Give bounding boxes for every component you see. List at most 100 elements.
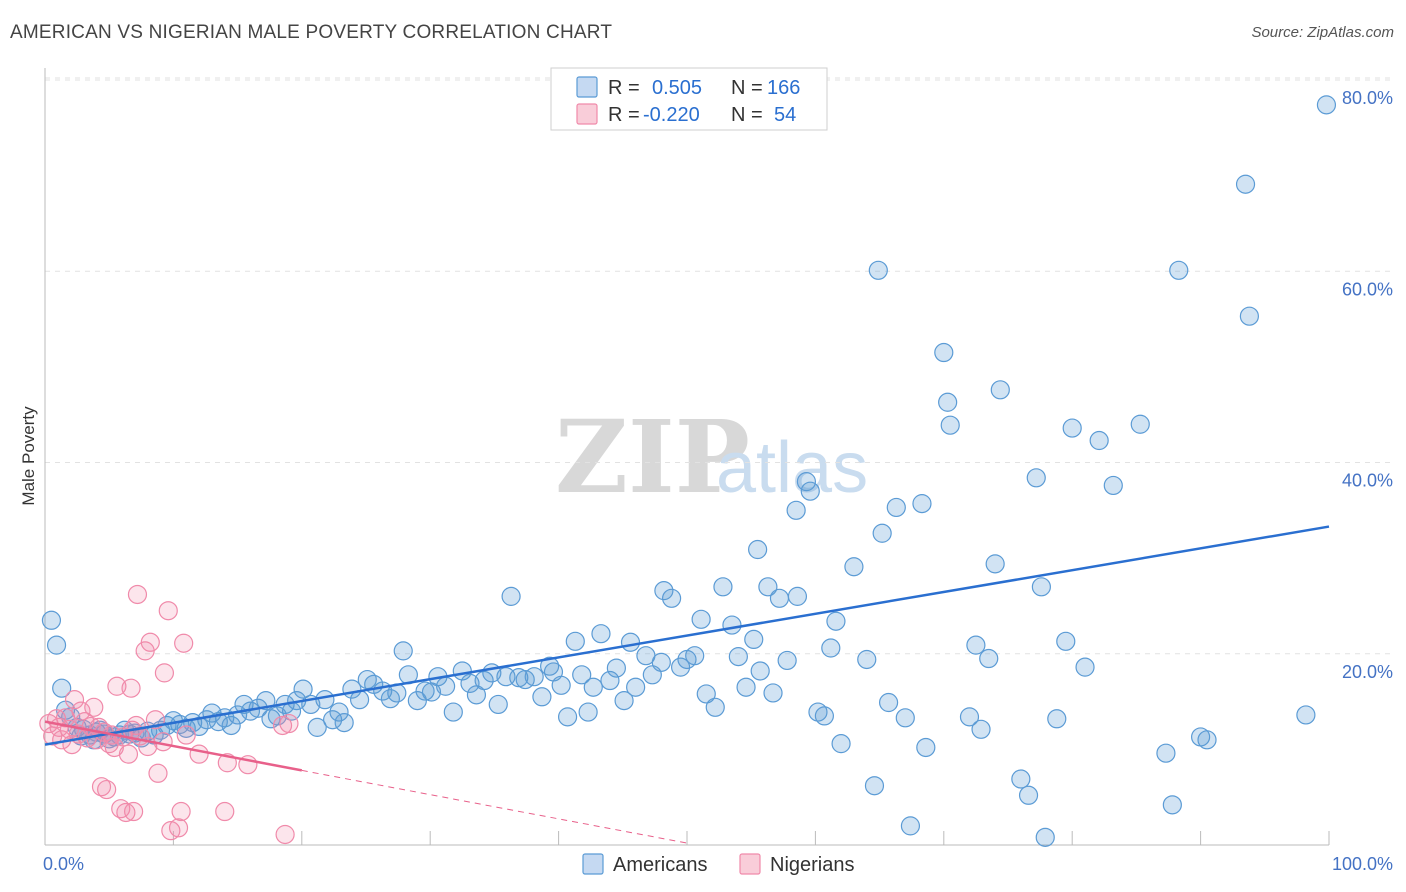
point-nigerian [174, 633, 194, 653]
point-american [460, 673, 480, 693]
point-american [474, 670, 494, 691]
trend-line-americans [44, 525, 1330, 746]
point-american [1316, 95, 1337, 115]
point-american [1031, 577, 1051, 597]
point-american [750, 661, 770, 681]
point-american [796, 472, 817, 492]
y-tick-label: 60.0% [1342, 279, 1393, 299]
point-american [763, 683, 783, 703]
legend-n-value-americans: 166 [767, 77, 800, 99]
gridlines [45, 77, 1393, 655]
point-american [606, 658, 626, 678]
point-american [814, 706, 834, 726]
point-american [532, 687, 552, 707]
point-american [940, 415, 960, 435]
point-american [557, 707, 578, 727]
point-nigerian [116, 802, 136, 823]
point-nigerian [279, 713, 299, 734]
point-american [878, 692, 899, 713]
point-american [787, 586, 808, 606]
point-american [844, 557, 864, 577]
point-nigerian [161, 821, 181, 841]
point-american [551, 675, 571, 695]
legend-r-label-nigerians: R = [608, 104, 640, 126]
point-american [868, 260, 888, 280]
point-american [654, 581, 674, 601]
point-american [1075, 657, 1095, 677]
point-american [488, 694, 508, 715]
point-nigerian [84, 697, 104, 717]
point-american [728, 647, 748, 667]
y-tick-label: 20.0% [1342, 662, 1393, 682]
point-american [696, 684, 716, 704]
point-american [524, 667, 544, 687]
point-american [1156, 743, 1176, 763]
series-legend: Americans Nigerians [582, 853, 854, 876]
point-american [900, 816, 921, 836]
point-american [886, 497, 906, 518]
point-american [1162, 795, 1182, 815]
point-american [578, 702, 598, 722]
point-american [959, 707, 980, 727]
point-american [393, 641, 413, 661]
point-american [1047, 709, 1067, 729]
point-nigerian [121, 678, 141, 698]
point-american [583, 677, 603, 697]
point-american [990, 380, 1010, 400]
point-american [591, 624, 611, 644]
legend-bottom-swatch-nigerians [739, 853, 761, 875]
point-american [670, 657, 691, 677]
point-american [443, 702, 463, 722]
point-american [831, 734, 851, 754]
point-nigerian [148, 763, 168, 783]
point-nigerian [107, 676, 127, 696]
y-axis-title: Male Poverty [19, 406, 38, 506]
legend-r-label-americans: R = [608, 77, 640, 99]
point-american [705, 697, 725, 717]
chart-title: AMERICAN VS NIGERIAN MALE POVERTY CORREL… [10, 22, 613, 43]
y-tick-label: 40.0% [1342, 471, 1393, 491]
point-american [985, 554, 1005, 574]
trend-line-nigerians-extension [301, 769, 688, 844]
series-americans [41, 95, 1337, 847]
legend-bottom-label-americans: Americans [613, 854, 707, 876]
trend-lines [44, 525, 1330, 844]
legend-swatch-americans [576, 76, 598, 98]
point-american [912, 494, 932, 514]
x-tick-label: 0.0% [43, 854, 84, 874]
trend-line-nigerians [44, 720, 303, 772]
point-nigerian [64, 690, 85, 710]
point-american [572, 665, 592, 685]
point-american [857, 649, 877, 670]
point-nigerian [158, 601, 178, 621]
point-american [46, 635, 67, 655]
point-nigerian [189, 744, 209, 764]
point-american [1056, 631, 1076, 651]
point-american [971, 719, 991, 739]
legend-bottom-label-nigerians: Nigerians [770, 854, 854, 876]
point-american [1011, 769, 1031, 789]
point-american [1103, 475, 1123, 496]
point-american [685, 646, 705, 666]
point-american [979, 648, 999, 669]
point-american [777, 650, 797, 671]
point-nigerian [215, 801, 235, 822]
point-american [1235, 174, 1256, 194]
legend-bottom-swatch-americans [582, 853, 604, 875]
stats-legend: R = 0.505 N = 166 R = -0.220 N = 54 [550, 67, 828, 131]
watermark-zip: ZIP [555, 398, 750, 516]
y-tick-labels: 20.0% 40.0% 60.0% 80.0% [1342, 88, 1393, 682]
point-american [415, 681, 435, 701]
point-american [938, 392, 958, 412]
legend-n-label-americans: N = [731, 77, 763, 99]
point-american [221, 715, 241, 736]
source-note: Source: ZipAtlas.com [1251, 24, 1394, 41]
point-american [966, 635, 986, 655]
point-american [722, 615, 742, 635]
point-american [614, 691, 634, 711]
point-american [436, 676, 456, 696]
y-tick-label: 80.0% [1342, 88, 1393, 108]
point-american [620, 632, 641, 652]
point-american [1169, 260, 1189, 280]
legend-swatch-nigerians [576, 103, 598, 125]
